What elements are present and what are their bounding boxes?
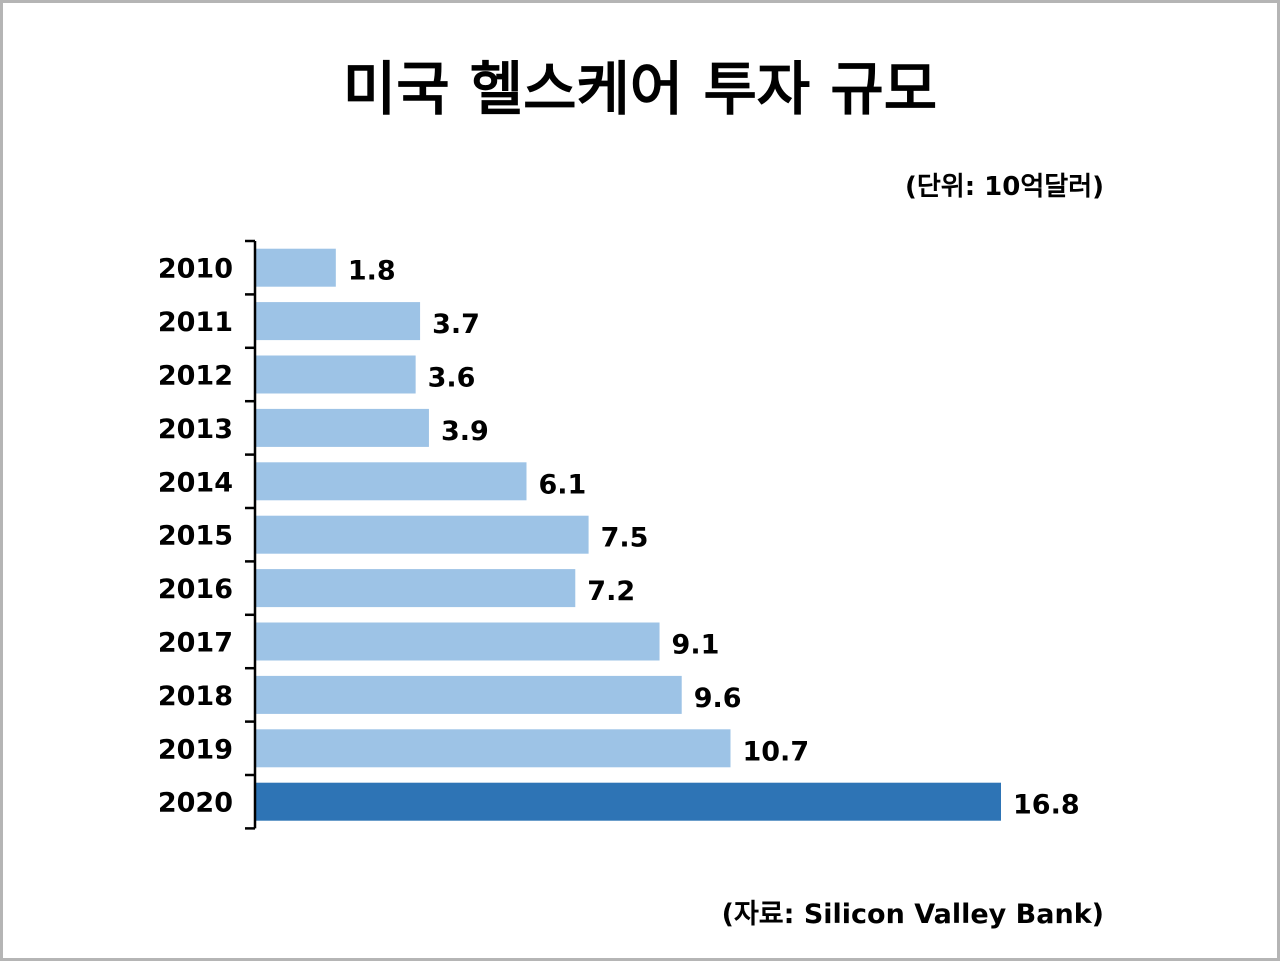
bar-2013 xyxy=(256,408,429,447)
chart-title: 미국 헬스케어 투자 규모 xyxy=(342,55,938,123)
bar-2015 xyxy=(256,515,589,554)
data-label-2011: 3.7 xyxy=(432,309,480,340)
tick-label-2019: 2019 xyxy=(158,734,233,765)
bar-2010 xyxy=(256,248,336,287)
bar-2011 xyxy=(256,302,421,341)
labels-layer: 2010 1.8 2011 3.7 2012 3.6 2013 3.9 2014 6.1 2015 7… xyxy=(158,254,1080,821)
bar-2012 xyxy=(256,355,416,394)
tick-label-2020: 2020 xyxy=(158,788,233,819)
tick-label-2016: 2016 xyxy=(158,574,233,605)
data-label-2010: 1.8 xyxy=(348,256,396,287)
data-label-2019: 10.7 xyxy=(742,736,809,767)
data-label-2020: 16.8 xyxy=(1013,790,1080,821)
tick-label-2013: 2013 xyxy=(158,414,233,445)
tick-label-2014: 2014 xyxy=(158,467,233,498)
data-label-2017: 9.1 xyxy=(672,630,720,661)
data-label-2015: 7.5 xyxy=(601,523,649,554)
bars-layer xyxy=(256,248,1001,821)
bar-2018 xyxy=(256,675,682,714)
category-axis xyxy=(245,239,257,830)
tick-label-2015: 2015 xyxy=(158,521,233,552)
source-note: (자료: Silicon Valley Bank) xyxy=(721,899,1104,930)
bar-2019 xyxy=(256,729,731,768)
bar-2020 xyxy=(256,782,1001,821)
bar-2014 xyxy=(256,462,527,501)
tick-label-2018: 2018 xyxy=(158,681,233,712)
unit-note: (단위: 10억달러) xyxy=(905,172,1104,202)
data-label-2014: 6.1 xyxy=(539,469,587,500)
data-label-2016: 7.2 xyxy=(587,576,635,607)
tick-label-2010: 2010 xyxy=(158,254,233,285)
bar-2017 xyxy=(256,622,660,661)
data-label-2012: 3.6 xyxy=(428,363,476,394)
data-label-2018: 9.6 xyxy=(694,683,742,714)
tick-label-2012: 2012 xyxy=(158,361,233,392)
data-label-2013: 3.9 xyxy=(441,416,489,447)
tick-label-2011: 2011 xyxy=(158,307,233,338)
bar-2016 xyxy=(256,569,576,608)
tick-label-2017: 2017 xyxy=(158,628,233,659)
